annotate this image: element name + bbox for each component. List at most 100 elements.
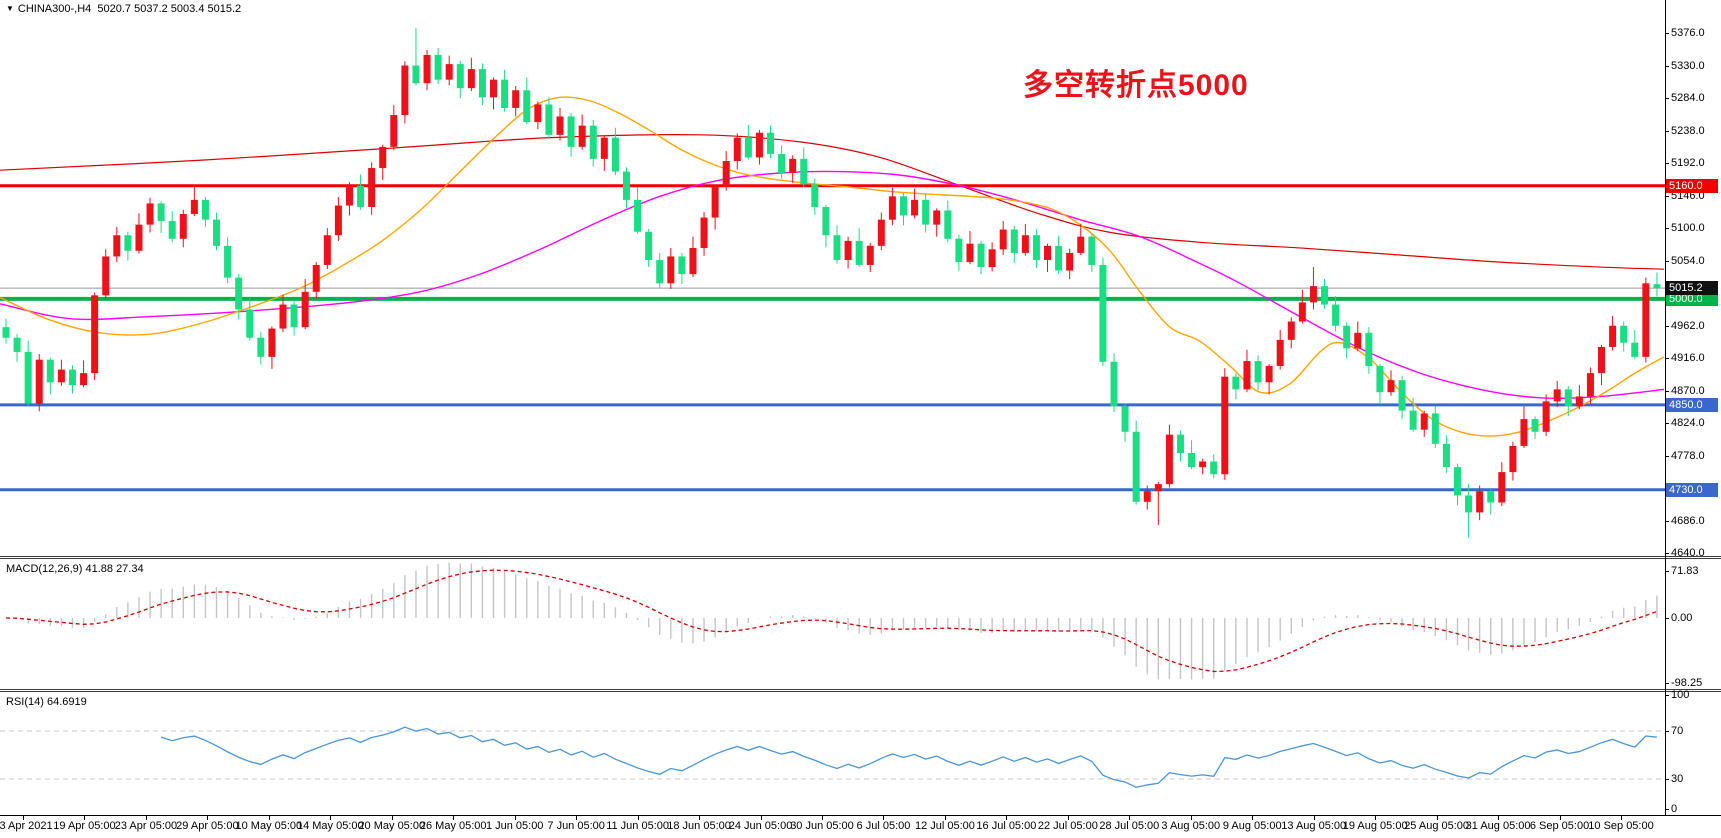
candle-body [1553, 389, 1561, 402]
candle-body [1165, 434, 1173, 485]
price-chart-canvas[interactable] [0, 0, 1665, 556]
rsi-axis-label: 100 [1671, 689, 1690, 701]
time-axis-label: 29 Apr 05:00 [176, 820, 239, 832]
candle-body [1298, 302, 1306, 322]
time-axis-label: 20 May 05:00 [358, 820, 426, 832]
candle-body [800, 158, 808, 185]
rsi-name: RSI(14) [6, 696, 44, 708]
time-axis-label: 25 Aug 05:00 [1404, 820, 1470, 832]
time-axis-line [0, 815, 1721, 816]
axis-tick [637, 816, 639, 820]
time-axis-label: 23 Apr 05:00 [114, 820, 178, 832]
rsi-panel-canvas[interactable] [0, 692, 1665, 815]
axis-tick [1665, 228, 1669, 230]
slow-ma-line [0, 134, 1665, 270]
candle-body [811, 184, 819, 207]
candle-body [1631, 342, 1639, 357]
macd-panel-canvas[interactable] [0, 559, 1665, 689]
candle-body [988, 249, 996, 268]
axis-tick [1498, 816, 1500, 820]
candle-body [91, 295, 99, 374]
axis-tick [760, 816, 762, 820]
candle-body [146, 203, 154, 225]
candle-body [467, 69, 475, 89]
axis-tick [1436, 816, 1438, 820]
candle-body [1265, 366, 1273, 383]
candle-body [1609, 325, 1617, 347]
candle-body [733, 137, 741, 161]
candle-body [944, 210, 952, 239]
candle-body [312, 264, 320, 292]
price-tick-label: 5376.0 [1671, 27, 1705, 39]
candle-body [523, 90, 531, 123]
candle-body [1598, 346, 1606, 374]
symbol-timeframe-label: CHINA300-,H4 [17, 3, 92, 15]
annotation-text: 多空转折点5000 [1023, 69, 1249, 102]
time-axis-label: 28 Jul 05:00 [1099, 820, 1160, 832]
candle-body [1376, 366, 1384, 393]
axis-tick [514, 816, 516, 820]
candle-body [1032, 235, 1040, 260]
candle-body [689, 247, 697, 275]
panel-separator[interactable] [0, 689, 1721, 692]
candle-body [1154, 484, 1162, 492]
candle-body [1343, 325, 1351, 349]
macd-name: MACD(12,26,9) [6, 563, 83, 575]
candle-body [866, 245, 874, 265]
time-axis-label: 6 Sep 05:00 [1529, 820, 1590, 832]
axis-tick [1665, 809, 1669, 810]
time-axis-label: 1 Jun 05:00 [485, 820, 544, 832]
candle-body [501, 79, 509, 108]
candle-body [645, 231, 653, 260]
time-axis-label: 26 May 05:00 [419, 820, 487, 832]
price-tick-label: 5238.0 [1671, 124, 1705, 137]
candle-body [656, 259, 664, 284]
candle-body [1110, 361, 1118, 407]
candle-body [877, 219, 885, 246]
candle-body [1132, 431, 1140, 502]
candle-body [933, 210, 941, 225]
time-axis-label: 6 Jul 05:00 [856, 820, 911, 832]
time-axis-label: 7 Jun 05:00 [547, 820, 605, 832]
price-tick-label: 4640.0 [1671, 547, 1705, 560]
candle-body [290, 304, 298, 328]
candle-body [190, 199, 198, 215]
candle-body [589, 125, 597, 159]
candle-body [323, 235, 331, 265]
candle-body [379, 146, 387, 169]
candle-body [1387, 380, 1395, 393]
candle-body [1143, 491, 1151, 502]
chart-title: ▼ CHINA300-,H4 5020.7 5037.2 5003.4 5015.… [6, 3, 241, 16]
candle-body [1254, 361, 1262, 383]
axis-tick [1665, 570, 1669, 572]
axis-tick [822, 816, 823, 820]
axis-tick [1006, 816, 1008, 820]
axis-tick [1665, 65, 1669, 67]
candle-body [822, 206, 830, 236]
rsi-value: 64.6919 [46, 696, 87, 708]
candle-body [1210, 461, 1218, 475]
axis-tick [883, 816, 885, 820]
candle-body [456, 64, 464, 89]
candle-body [545, 104, 553, 135]
symbol-dropdown-icon[interactable]: ▼ [6, 4, 14, 13]
candle-body [1099, 264, 1107, 362]
axis-tick [1665, 98, 1669, 100]
candle-body [1309, 286, 1317, 303]
time-axis-label: 22 Jul 05:00 [1037, 820, 1098, 832]
panel-separator[interactable] [0, 556, 1721, 559]
candle-body [390, 115, 398, 147]
candle-body [556, 116, 564, 135]
axis-tick [330, 816, 332, 820]
candle-body [157, 203, 165, 222]
time-axis-label: 9 Aug 05:00 [1222, 820, 1282, 832]
candle-body [1044, 245, 1052, 260]
candle-body [135, 224, 143, 251]
candle-body [268, 328, 276, 357]
candle-body [1055, 245, 1063, 271]
candle-body [667, 256, 675, 284]
rsi-axis-label: 70 [1671, 725, 1684, 737]
price-badge-4730.0: 4730.0 [1666, 482, 1718, 497]
candle-body [168, 221, 176, 239]
candle-body [1010, 229, 1018, 253]
